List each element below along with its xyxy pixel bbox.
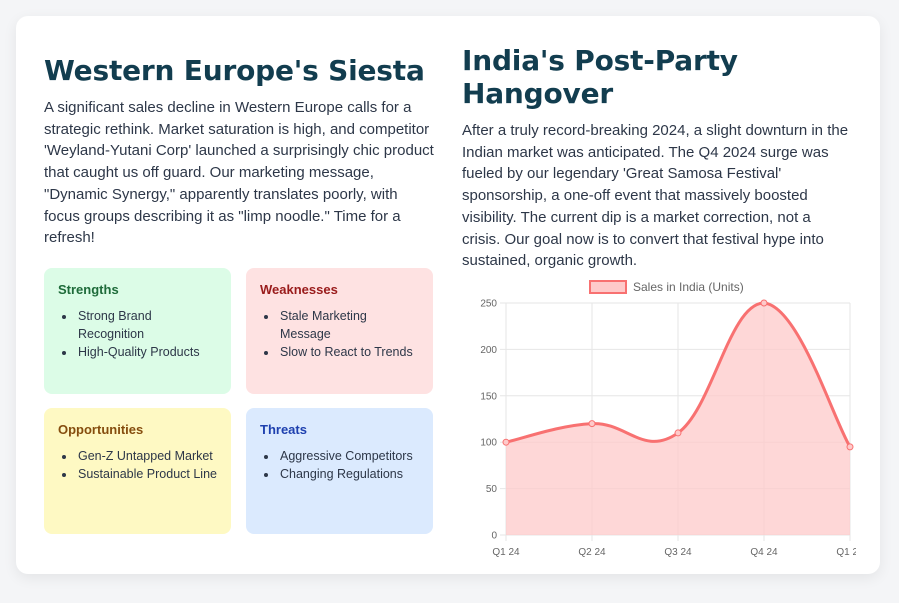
opportunities-title: Opportunities — [58, 422, 144, 437]
series-area-fill — [506, 303, 850, 535]
western-europe-section: Western Europe's Siesta A significant sa… — [44, 54, 436, 249]
strengths-item: High-Quality Products — [76, 343, 217, 361]
opportunities-item: Sustainable Product Line — [76, 465, 217, 483]
india-title: India's Post-Party Hangover — [462, 44, 738, 110]
legend-label: Sales in India (Units) — [633, 280, 744, 294]
data-point — [674, 429, 682, 437]
swot-grid: Strengths Strong Brand Recognition High-… — [44, 268, 434, 534]
india-section: India's Post-Party Hangover After a trul… — [462, 44, 852, 272]
data-point — [846, 443, 854, 451]
legend-swatch — [589, 280, 627, 294]
india-sales-chart: 0 50 100 150 200 250 Q1 24 Q2 24 Q3 24 Q4 24 Q1 25… — [480, 280, 856, 558]
opportunities-item: Gen-Z Untapped Market — [76, 447, 217, 465]
y-tick-label: 0 — [491, 531, 497, 542]
y-tick-label: 250 — [480, 299, 497, 310]
data-point — [502, 438, 510, 446]
strengths-title: Strengths — [58, 282, 119, 297]
weaknesses-item: Slow to React to Trends — [278, 343, 419, 361]
y-tick-label: 50 — [486, 484, 498, 495]
y-tick-label: 200 — [480, 345, 497, 356]
western-europe-text: A significant sales decline in Western E… — [44, 99, 434, 247]
x-tick-label: Q1 25 — [836, 547, 856, 558]
india-text: After a truly record-breaking 2024, a sl… — [462, 122, 849, 270]
weaknesses-title: Weaknesses — [260, 282, 338, 297]
report-card: Western Europe's Siesta A significant sa… — [16, 16, 880, 574]
threats-box: Threats Aggressive Competitors Changing … — [246, 408, 433, 534]
x-tick-label: Q3 24 — [664, 547, 692, 558]
data-point — [588, 420, 596, 428]
weaknesses-box: Weaknesses Stale Marketing Message Slow … — [246, 268, 433, 394]
weaknesses-item: Stale Marketing Message — [278, 307, 419, 343]
western-europe-title: Western Europe's Siesta — [44, 54, 425, 87]
opportunities-box: Opportunities Gen-Z Untapped Market Sust… — [44, 408, 231, 534]
x-tick-label: Q2 24 — [578, 547, 606, 558]
threats-item: Aggressive Competitors — [278, 447, 419, 465]
x-tick-label: Q4 24 — [750, 547, 778, 558]
series-line — [505, 301, 852, 448]
y-tick-label: 100 — [480, 438, 497, 449]
threats-title: Threats — [260, 422, 307, 437]
x-tick-label: Q1 24 — [492, 547, 520, 558]
data-point — [760, 299, 768, 307]
threats-item: Changing Regulations — [278, 465, 419, 483]
y-tick-label: 150 — [480, 391, 497, 402]
strengths-item: Strong Brand Recognition — [76, 307, 217, 343]
strengths-box: Strengths Strong Brand Recognition High-… — [44, 268, 231, 394]
